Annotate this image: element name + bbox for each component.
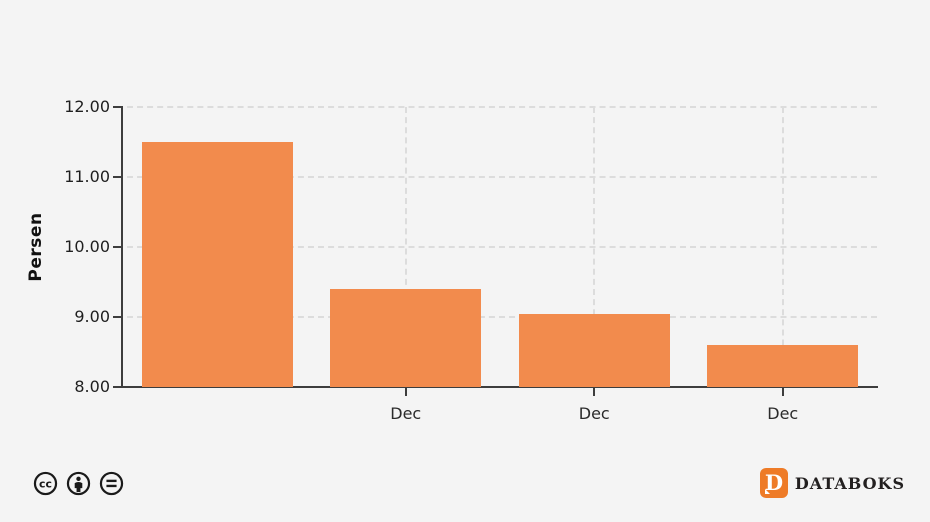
- x-tick-label: Dec: [767, 404, 799, 423]
- gridline-h: [127, 316, 877, 318]
- x-tick-label: Dec: [578, 404, 610, 423]
- y-tick-label: 12.00: [64, 97, 110, 116]
- bar: [707, 345, 859, 387]
- y-tick: [113, 106, 123, 108]
- y-tick-label: 9.00: [74, 307, 110, 326]
- gridline-h: [127, 246, 877, 248]
- gridline-h: [127, 106, 877, 108]
- databoks-logo-icon: D: [759, 468, 788, 498]
- y-tick-label: 8.00: [74, 377, 110, 396]
- x-tick: [781, 387, 784, 396]
- x-tick-label: Dec: [390, 404, 422, 423]
- gridline-h: [127, 176, 877, 178]
- bar: [330, 289, 482, 387]
- cc-icon: cc: [33, 471, 58, 496]
- y-tick: [113, 316, 123, 318]
- plot-area: 12.00 11.00 10.00 9.00 8.00 Dec Dec Dec: [64, 97, 877, 423]
- y-tick-label: 10.00: [64, 237, 110, 256]
- bar: [141, 142, 293, 387]
- x-tick: [404, 387, 407, 396]
- y-tick: [113, 386, 123, 388]
- y-tick: [113, 246, 123, 248]
- bar: [518, 313, 670, 387]
- cc-nd-equals-icon: [99, 471, 124, 496]
- license-icons: cc: [32, 470, 125, 497]
- svg-text:cc: cc: [39, 478, 52, 491]
- databoks-logo-text: DATABOKS: [794, 473, 905, 493]
- cc-by-person-icon: [66, 471, 91, 496]
- x-tick: [593, 387, 596, 396]
- databoks-logo-tail: [764, 489, 770, 494]
- y-tick: [113, 176, 123, 178]
- databoks-logo: D DATABOKS: [759, 468, 905, 498]
- x-axis-line: [121, 386, 878, 388]
- databoks-logo-letter: D: [764, 470, 784, 495]
- y-tick-label: 11.00: [64, 167, 110, 186]
